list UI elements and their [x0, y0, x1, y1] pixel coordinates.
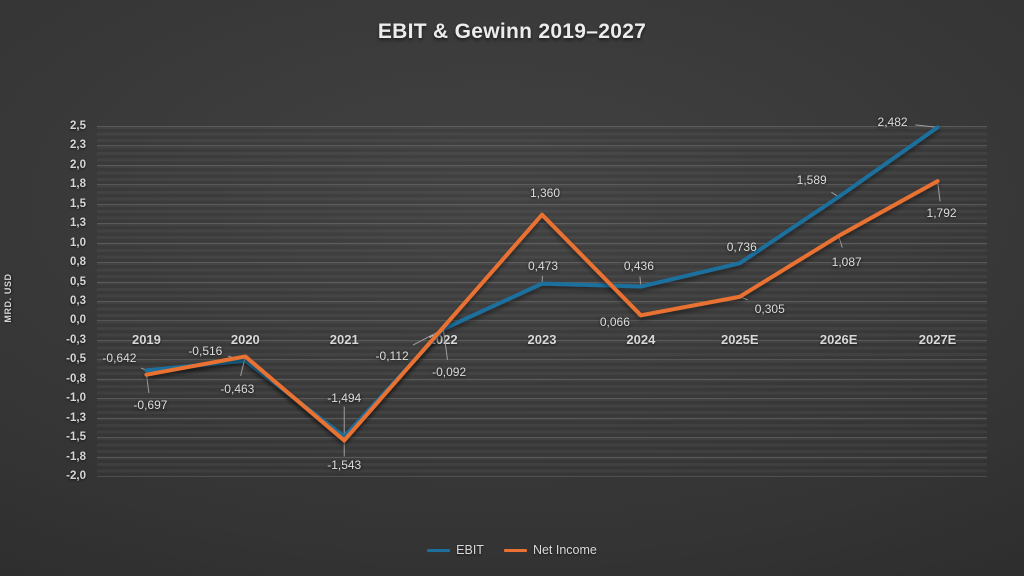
y-tick-label: -1,8 — [66, 450, 86, 463]
data-label-net-income-2021: -1,543 — [327, 458, 362, 473]
y-tick-label: -1,0 — [66, 392, 86, 405]
x-tick-label-2019: 2019 — [131, 332, 161, 347]
gridline — [97, 476, 987, 477]
gridline — [97, 398, 987, 400]
y-tick-label: -0,3 — [66, 333, 86, 346]
gridline — [97, 203, 987, 205]
y-tick-label: 1,3 — [70, 217, 86, 230]
plot-area — [97, 126, 987, 477]
legend-label: Net Income — [532, 543, 597, 557]
data-label-ebit-2019: -0,642 — [102, 351, 137, 366]
legend-item-net-income: Net Income — [503, 543, 597, 557]
legend-label: EBIT — [456, 543, 484, 557]
gridline — [97, 359, 987, 361]
data-label-net-income-2024: 0,066 — [599, 315, 630, 330]
y-tick-label: 0,5 — [70, 275, 86, 288]
data-label-ebit-2022: -0,112 — [375, 349, 409, 364]
data-label-ebit-2020: -0,516 — [188, 343, 223, 358]
y-tick-label: -1,3 — [66, 411, 86, 424]
y-tick-label: -1,5 — [66, 431, 86, 444]
gridline — [97, 378, 987, 380]
gridline — [97, 281, 987, 283]
legend: EBIT Net Income — [0, 543, 1024, 557]
y-tick-label: -0,8 — [66, 372, 86, 385]
data-label-net-income-2022: -0,092 — [432, 364, 467, 379]
data-label-net-income-2023: 1,360 — [529, 185, 561, 200]
y-tick-label: -2,0 — [66, 470, 86, 482]
y-tick-label: 0,3 — [70, 295, 86, 307]
gridline — [97, 437, 987, 439]
y-tick-label: 0,8 — [70, 256, 86, 269]
data-label-net-income-2019: -0,697 — [133, 397, 168, 412]
data-label-ebit-2023: 0,473 — [527, 258, 559, 273]
data-label-ebit-2027E: 2,482 — [877, 115, 908, 130]
y-tick-label: 2,5 — [70, 120, 86, 132]
y-tick-label: 1,5 — [70, 197, 86, 210]
x-tick-label-2026E: 2026E — [819, 332, 858, 347]
x-tick-label-2021: 2021 — [329, 332, 359, 347]
gridline — [97, 417, 987, 419]
gridline — [97, 242, 987, 244]
gridline — [97, 320, 987, 322]
x-tick-label-2027E: 2027E — [918, 332, 957, 347]
legend-line-marker — [503, 548, 527, 552]
data-label-ebit-2024: 0,436 — [623, 258, 654, 273]
y-tick-label: 0,0 — [70, 314, 86, 327]
legend-line-marker — [427, 548, 451, 552]
x-tick-label-2022: 2022 — [428, 332, 458, 347]
y-tick-label: 2,0 — [70, 158, 86, 171]
gridline — [97, 223, 987, 225]
data-label-ebit-2025E: 0,736 — [726, 240, 757, 255]
data-label-net-income-2027E: 1,792 — [926, 206, 957, 221]
x-tick-label-2024: 2024 — [626, 332, 656, 347]
y-tick-label: 1,0 — [70, 236, 86, 249]
data-label-net-income-2026E: 1,087 — [831, 254, 862, 269]
x-tick-label-2025E: 2025E — [720, 332, 759, 347]
y-axis-title: MRD. USD — [3, 273, 13, 323]
data-label-ebit-2026E: 1,589 — [796, 172, 827, 187]
data-label-ebit-2021: -1,494 — [327, 390, 362, 405]
x-tick-label-2023: 2023 — [527, 332, 557, 347]
gridline — [97, 126, 987, 127]
gridline — [97, 456, 987, 458]
gridline — [97, 301, 987, 302]
data-label-net-income-2025E: 0,305 — [754, 301, 785, 316]
data-label-net-income-2020: -0,463 — [220, 382, 255, 397]
legend-item-ebit: EBIT — [427, 543, 484, 557]
gridline — [97, 164, 987, 166]
gridline — [97, 145, 987, 147]
chart-title: EBIT & Gewinn 2019–2027 — [377, 20, 647, 43]
y-tick-label: 1,8 — [70, 178, 86, 191]
y-tick-label: -0,5 — [66, 353, 86, 366]
y-tick-label: 2,3 — [70, 139, 86, 152]
